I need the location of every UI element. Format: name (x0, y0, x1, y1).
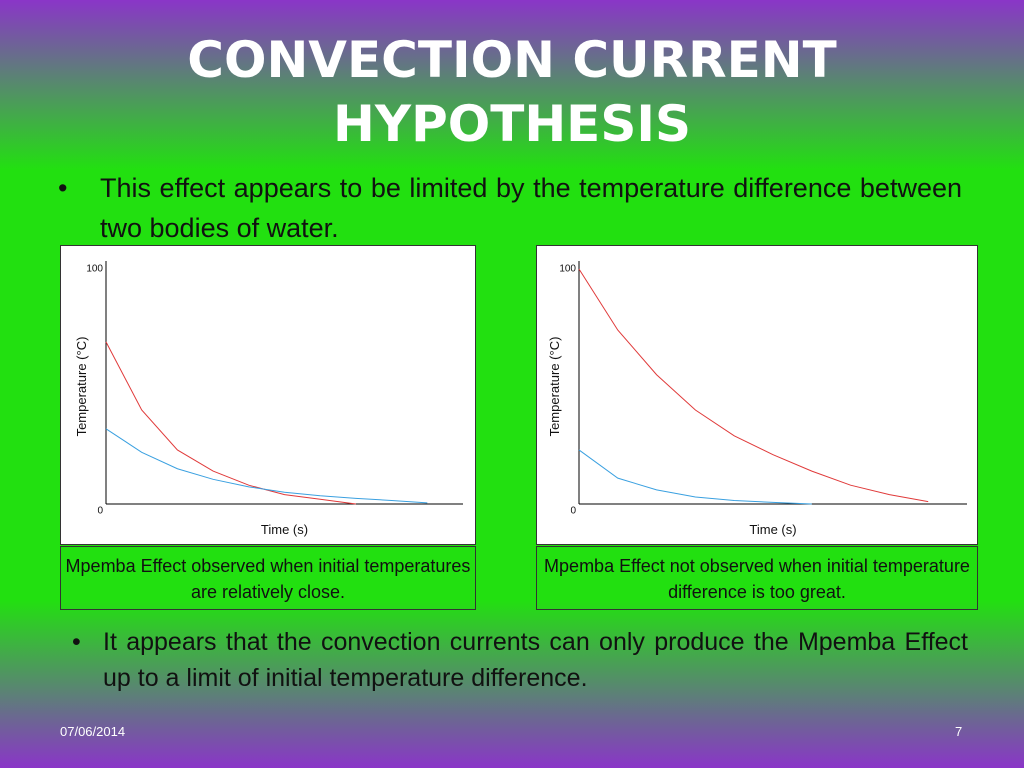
page-number: 7 (955, 724, 963, 739)
series-line (105, 428, 428, 504)
footer-date: 07/06/2014 (60, 724, 126, 739)
chart: 0 100 Time (s) Temperature (°C) (536, 245, 978, 545)
series-line (105, 341, 356, 505)
chart-caption: Mpemba Effect observed when initial temp… (60, 546, 476, 610)
slide-title: CONVECTION CURRENT HYPOTHESIS (187, 31, 837, 153)
bullet-text: This effect appears to be limited by the… (100, 173, 962, 243)
x-axis-label: Time (s) (261, 522, 308, 537)
series-line (578, 268, 929, 503)
y-tick-label: 0 (570, 506, 576, 517)
series-line (578, 449, 812, 505)
x-axis-label: Time (s) (749, 522, 796, 537)
y-tick-label: 100 (559, 264, 576, 275)
y-tick-label: 0 (97, 506, 103, 517)
y-tick-label: 100 (86, 264, 103, 275)
chart-caption: Mpemba Effect not observed when initial … (536, 546, 978, 610)
chart: 0 100 Time (s) Temperature (°C) (60, 245, 476, 545)
y-axis-label: Temperature (°C) (547, 337, 562, 437)
y-axis-label: Temperature (°C) (74, 337, 89, 437)
bullet-text: It appears that the convection currents … (103, 628, 968, 692)
